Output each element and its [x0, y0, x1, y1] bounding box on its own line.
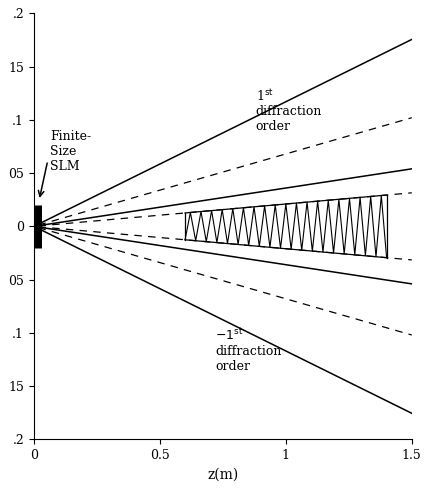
X-axis label: z(m): z(m) — [207, 467, 239, 482]
Text: Finite-
Size
SLM: Finite- Size SLM — [50, 130, 92, 173]
Text: $-1^{\rm st}$
diffraction
order: $-1^{\rm st}$ diffraction order — [215, 327, 282, 373]
Text: 1$^{\rm st}$
diffraction
order: 1$^{\rm st}$ diffraction order — [255, 88, 322, 133]
